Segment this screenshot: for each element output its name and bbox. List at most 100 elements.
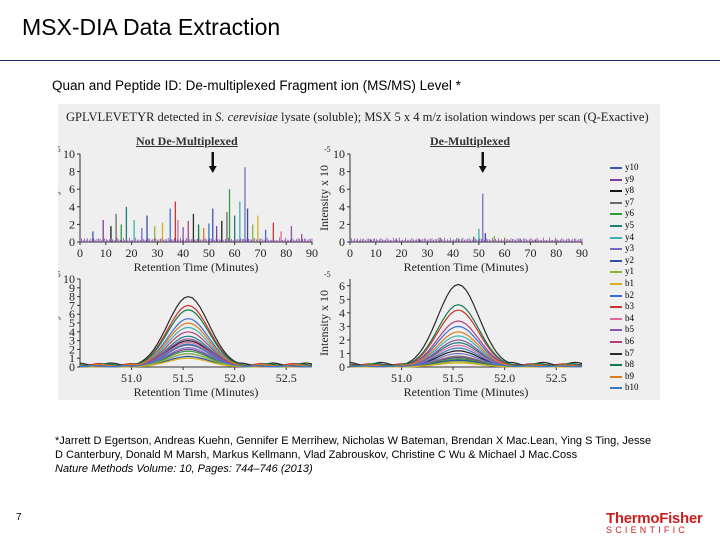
legend-entry: y4	[610, 232, 634, 242]
legend-label: y8	[625, 185, 634, 196]
legend-entry: y6	[610, 208, 634, 218]
legend-label: b10	[625, 382, 639, 393]
legend-entry: b1	[610, 278, 634, 288]
bottom-left-ytick-label: 4	[69, 325, 75, 339]
top-left-xtick-label: 20	[126, 246, 138, 260]
legend-swatch	[610, 201, 622, 204]
legend-entry: b4	[610, 313, 634, 323]
top-right-ytick-label: 8	[339, 165, 345, 179]
figure-header: GPLVLEVETYR detected in S. cerevisiae ly…	[66, 110, 649, 125]
bottom-left-ytick-label: 2	[69, 342, 75, 356]
bottom-left-ytick-label: 5	[69, 316, 75, 330]
top-right-xtick-label: 60	[499, 246, 511, 260]
bottom-right-ytick-label: 5	[339, 292, 345, 306]
legend-entry: b7	[610, 348, 634, 358]
bottom-right-xtick-label: 52.0	[494, 371, 515, 385]
legend-swatch	[610, 282, 622, 285]
bottom-left-ytick-label: 8	[69, 290, 75, 304]
legend-label: b8	[625, 359, 634, 370]
figure-panel: GPLVLEVETYR detected in S. cerevisiae ly…	[58, 104, 660, 400]
top-left-ylabel: Intensity x 10	[58, 165, 61, 231]
logo-sub: SCIENTIFIC	[606, 525, 689, 535]
legend-label: y4	[625, 231, 634, 242]
legend-entry: b3	[610, 301, 634, 311]
top-right-ytick-label: 6	[339, 182, 345, 196]
top-right-xtick-label: 80	[550, 246, 562, 260]
legend-swatch	[610, 271, 622, 274]
page-number: 7	[16, 512, 22, 523]
bottom-right-ytick-label: 4	[339, 306, 345, 320]
bottom-left-ytick-label: 3	[69, 334, 75, 348]
top-left-yexp: -5	[58, 145, 61, 154]
top-right-xtick-label: 50	[473, 246, 485, 260]
bottom-right-series-b7	[349, 283, 583, 367]
figure-header-suffix: lysate (soluble); MSX 5 x 4 m/z isolatio…	[277, 110, 649, 124]
legend-label: y10	[625, 162, 639, 172]
slide-subtitle: Quan and Peptide ID: De-multiplexed Frag…	[52, 78, 461, 93]
legend-swatch	[610, 317, 622, 320]
bottom-left-xtick-label: 52.5	[276, 371, 297, 385]
legend-swatch	[610, 236, 622, 239]
bottom-left-xlabel: Retention Time (Minutes)	[134, 385, 259, 399]
legend-entry: b8	[610, 359, 634, 369]
thermofisher-logo: ThermoFisher SCIENTIFIC	[606, 510, 703, 535]
bottom-left-xtick-label: 51.5	[173, 371, 194, 385]
legend-label: y1	[625, 266, 634, 277]
top-left-xtick-label: 70	[254, 246, 266, 260]
top-right-xlabel: Retention Time (Minutes)	[404, 260, 529, 274]
top-left-xtick-label: 50	[203, 246, 215, 260]
bottom-right-xtick-label: 51.5	[443, 371, 464, 385]
legend-label: b7	[625, 347, 634, 358]
right-panel-heading: De-Multiplexed	[430, 134, 510, 148]
top-right-ylabel: Intensity x 10	[317, 165, 331, 231]
top-right-xtick-label: 70	[524, 246, 536, 260]
legend-swatch	[610, 248, 622, 251]
legend-entry: y9	[610, 174, 634, 184]
top-right-ytick-label: 0	[339, 235, 345, 249]
figure-header-species: S. cerevisiae	[215, 110, 278, 124]
top-right-yexp: -5	[324, 145, 331, 154]
top-left-noise	[79, 237, 313, 242]
top-right-ytick-label: 4	[339, 200, 345, 214]
top-right-xtick-label: 0	[347, 246, 353, 260]
bottom-right-ytick-label: 3	[339, 319, 345, 333]
legend-entry: y7	[610, 197, 634, 207]
reference-authors: *Jarrett D Egertson, Andreas Kuehn, Genn…	[55, 435, 652, 461]
legend-entry: b9	[610, 371, 634, 381]
legend-swatch	[610, 213, 622, 216]
legend-entry: b10	[610, 382, 639, 392]
legend-entry: y2	[610, 255, 634, 265]
legend-swatch	[610, 166, 622, 169]
slide-title: MSX-DIA Data Extraction	[22, 14, 281, 40]
legend-label: y6	[625, 208, 634, 219]
bottom-left-series-b10	[79, 343, 313, 368]
top-right-xtick-label: 90	[576, 246, 588, 260]
top-right-xtick-label: 30	[421, 246, 433, 260]
bottom-left-ytick-label: 1	[69, 351, 75, 365]
legend-entry: y3	[610, 243, 634, 253]
legend-label: b1	[625, 278, 634, 288]
bottom-right-xtick-label: 52.5	[546, 371, 567, 385]
legend-label: b2	[625, 289, 634, 300]
top-left-xtick-label: 40	[177, 246, 189, 260]
bottom-right-ytick-label: 0	[339, 360, 345, 374]
top-left-ytick-label: 6	[69, 182, 75, 196]
legend-swatch	[610, 375, 622, 378]
bottom-right-xtick-label: 51.0	[391, 371, 412, 385]
bottom-left-ytick-label: 9	[69, 281, 75, 295]
bottom-right-ylabel: Intensity x 10	[317, 290, 331, 356]
bottom-right-yexp: -5	[324, 270, 331, 279]
bottom-right-series-b8	[349, 304, 583, 367]
legend-label: y3	[625, 243, 634, 254]
top-left-ytick-label: 4	[69, 200, 75, 214]
legend-swatch	[610, 352, 622, 355]
bottom-left-ylabel: Intensity x 10	[58, 290, 61, 356]
figure-header-prefix: GPLVLEVETYR detected in	[66, 110, 216, 124]
top-right-xtick-label: 40	[447, 246, 459, 260]
legend-label: y9	[625, 173, 634, 184]
top-left-ytick-label: 8	[69, 165, 75, 179]
legend-swatch	[610, 329, 622, 332]
top-right-xtick-label: 20	[396, 246, 408, 260]
legend-label: b3	[625, 301, 634, 312]
